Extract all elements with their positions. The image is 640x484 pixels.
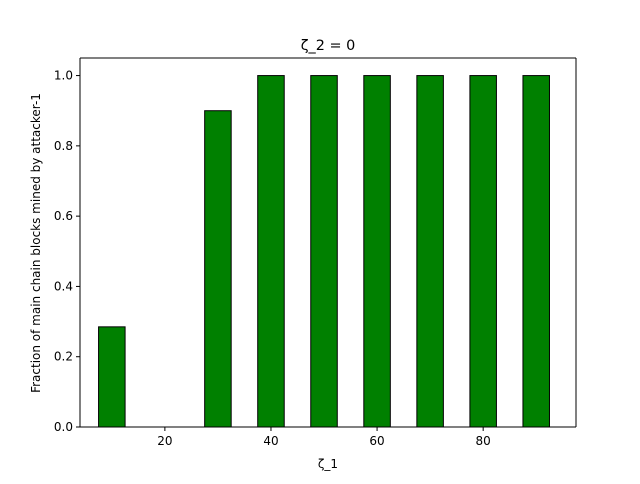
bar-10 (98, 326, 126, 428)
x-axis-label: ζ_1 (318, 457, 338, 471)
x-tick-label: 80 (476, 434, 491, 448)
bar-40 (257, 75, 285, 428)
x-tick-label: 40 (263, 434, 278, 448)
ticks-layer: 20 40 60 80 0.0 0.2 0.4 0.6 0.8 1.0 (54, 69, 491, 448)
y-axis-label: Fraction of main chain blocks mined by a… (29, 93, 43, 393)
bar-50 (310, 75, 338, 428)
y-tick-label: 0.4 (54, 279, 73, 293)
chart-title: ζ_2 = 0 (301, 38, 356, 54)
y-tick-label: 0.2 (54, 350, 73, 364)
y-tick-label: 1.0 (54, 69, 73, 83)
bar-30 (204, 110, 232, 428)
x-tick-label: 20 (157, 434, 172, 448)
bar-80 (469, 75, 497, 428)
y-tick-label: 0.0 (54, 420, 73, 434)
bar-60 (363, 75, 391, 428)
x-tick-label: 60 (369, 434, 384, 448)
axes-layer (79, 57, 577, 428)
bar-90 (522, 75, 550, 428)
bar-70 (416, 75, 444, 428)
bars-layer (98, 75, 550, 428)
y-tick-label: 0.8 (54, 139, 73, 153)
y-tick-label: 0.6 (54, 209, 73, 223)
